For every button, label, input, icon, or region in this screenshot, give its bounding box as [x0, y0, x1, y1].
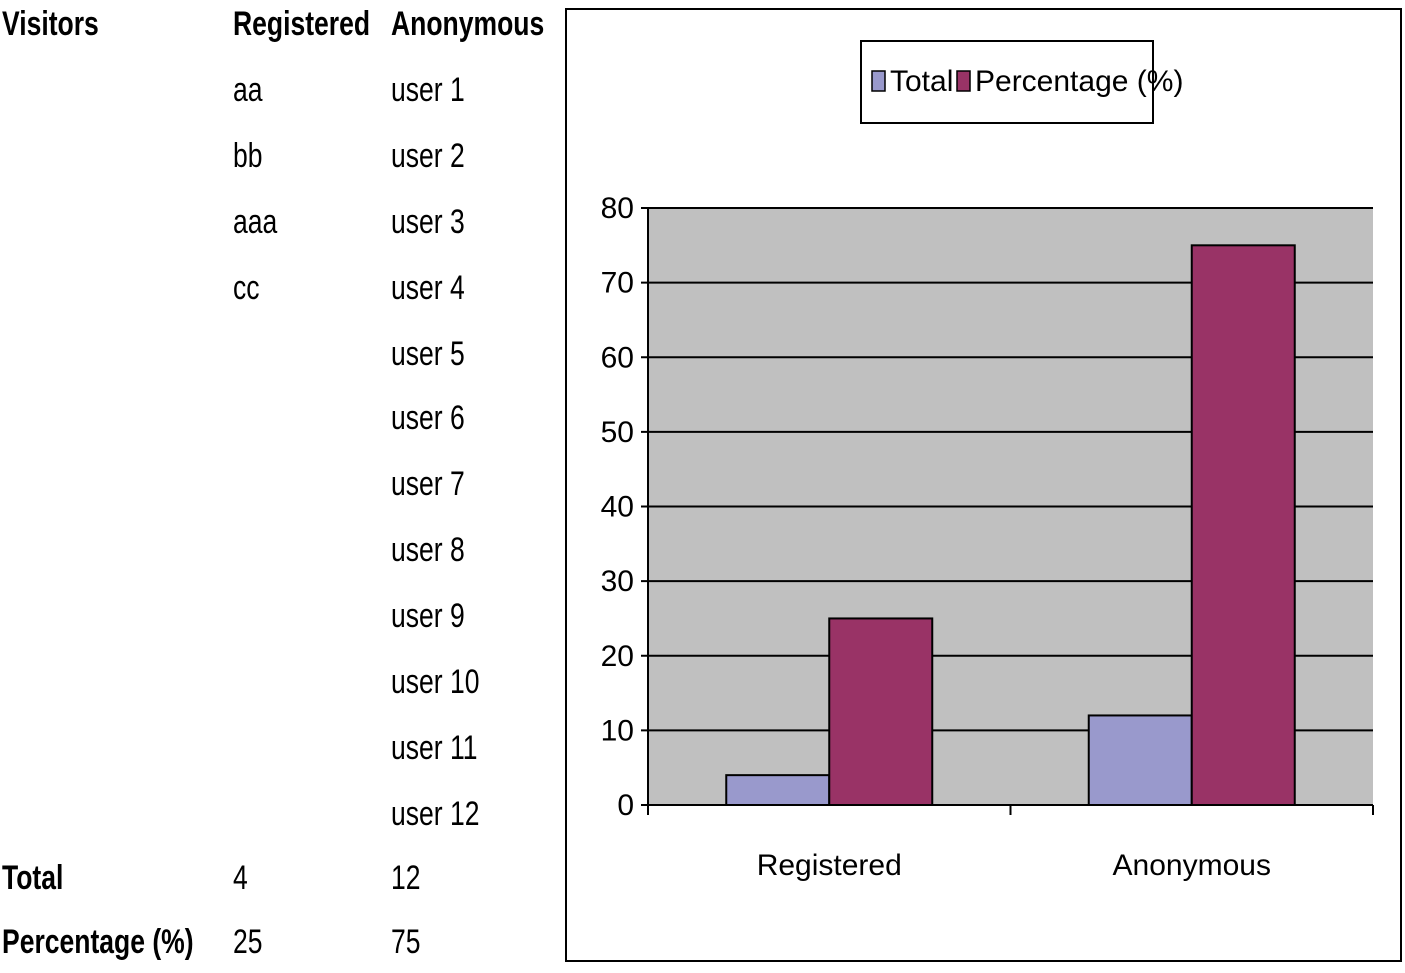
anonymous-user: user 8	[391, 531, 465, 569]
y-tick-label: 80	[601, 192, 634, 225]
percentage-anonymous: 75	[391, 923, 421, 961]
registered-user: bb	[233, 137, 263, 175]
total-label: Total	[2, 859, 64, 897]
y-tick-label: 40	[601, 491, 634, 524]
anonymous-user: user 7	[391, 465, 465, 503]
anonymous-user: user 2	[391, 137, 465, 175]
bar-percentage-anonymous	[1190, 244, 1296, 806]
header-visitors: Visitors	[2, 5, 99, 43]
anonymous-user: user 6	[391, 399, 465, 437]
legend-label-total: Total	[890, 65, 953, 98]
legend-box	[860, 40, 1154, 124]
header-anonymous: Anonymous	[391, 5, 545, 43]
bar-total-anonymous	[1087, 714, 1193, 807]
y-tick-label: 70	[601, 267, 634, 300]
legend-swatch-percentage	[956, 70, 971, 92]
anonymous-user: user 10	[391, 663, 480, 701]
anonymous-user: user 1	[391, 71, 465, 109]
anonymous-user: user 12	[391, 795, 480, 833]
legend-swatch-total	[871, 70, 886, 92]
bar-percentage-registered	[828, 617, 934, 806]
anonymous-user: user 11	[391, 729, 478, 767]
chart-frame: 0 10 20 30 40 50 60 70 80 Registered Anonymous Tota…	[565, 8, 1402, 962]
total-anonymous: 12	[391, 859, 421, 897]
y-tick-label: 20	[601, 640, 634, 673]
x-tick-label: Registered	[757, 849, 902, 882]
percentage-registered: 25	[233, 923, 263, 961]
header-registered: Registered	[233, 5, 371, 43]
total-registered: 4	[233, 859, 248, 897]
bar-total-registered	[725, 774, 831, 807]
y-tick-label: 60	[601, 341, 634, 374]
bar-chart: 0 10 20 30 40 50 60 70 80 Registered Anonymous Tota…	[601, 40, 1374, 882]
legend-label-percentage: Percentage (%)	[975, 65, 1183, 98]
anonymous-user: user 9	[391, 597, 465, 635]
anonymous-user: user 4	[391, 269, 465, 307]
registered-user: aaa	[233, 203, 278, 241]
y-tick-label: 30	[601, 565, 634, 598]
anonymous-user: user 3	[391, 203, 465, 241]
anonymous-user: user 5	[391, 335, 465, 373]
x-tick-label: Anonymous	[1113, 849, 1271, 882]
y-tick-label: 10	[601, 714, 634, 747]
y-tick-label: 0	[617, 789, 634, 822]
percentage-label: Percentage (%)	[2, 923, 194, 961]
y-tick-label: 50	[601, 416, 634, 449]
registered-user: cc	[233, 269, 260, 307]
registered-user: aa	[233, 71, 263, 109]
